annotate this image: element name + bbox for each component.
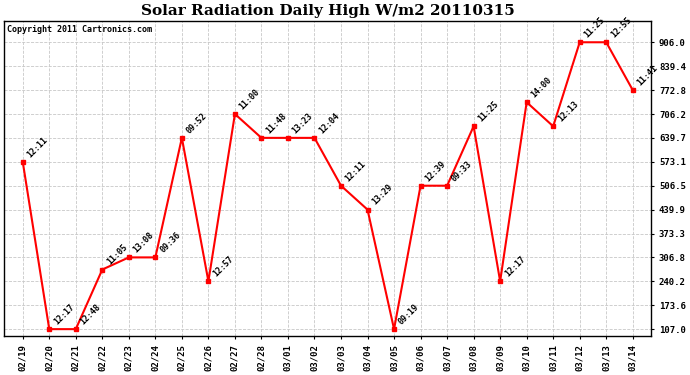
Text: 11:25: 11:25 [476, 99, 500, 123]
Text: 12:55: 12:55 [609, 15, 633, 39]
Text: 12:48: 12:48 [79, 302, 103, 326]
Text: 13:29: 13:29 [371, 183, 395, 207]
Text: 11:05: 11:05 [105, 243, 129, 267]
Text: 12:11: 12:11 [26, 135, 50, 159]
Text: Copyright 2011 Cartronics.com: Copyright 2011 Cartronics.com [8, 26, 152, 34]
Text: 12:17: 12:17 [52, 302, 76, 326]
Text: 11:48: 11:48 [264, 111, 288, 135]
Text: 09:33: 09:33 [450, 159, 474, 183]
Text: 12:11: 12:11 [344, 159, 368, 183]
Text: 09:19: 09:19 [397, 302, 421, 326]
Text: 09:36: 09:36 [158, 231, 182, 255]
Text: 12:17: 12:17 [503, 255, 527, 279]
Text: 13:08: 13:08 [132, 231, 156, 255]
Text: 12:13: 12:13 [556, 99, 580, 123]
Text: 12:39: 12:39 [424, 159, 447, 183]
Text: 09:52: 09:52 [185, 111, 208, 135]
Text: 11:25: 11:25 [582, 15, 607, 39]
Text: 12:57: 12:57 [211, 255, 235, 279]
Text: 11:00: 11:00 [237, 87, 262, 111]
Text: 13:23: 13:23 [290, 111, 315, 135]
Title: Solar Radiation Daily High W/m2 20110315: Solar Radiation Daily High W/m2 20110315 [141, 4, 515, 18]
Text: 14:00: 14:00 [529, 75, 553, 99]
Text: 11:41: 11:41 [635, 63, 660, 87]
Text: 12:04: 12:04 [317, 111, 342, 135]
